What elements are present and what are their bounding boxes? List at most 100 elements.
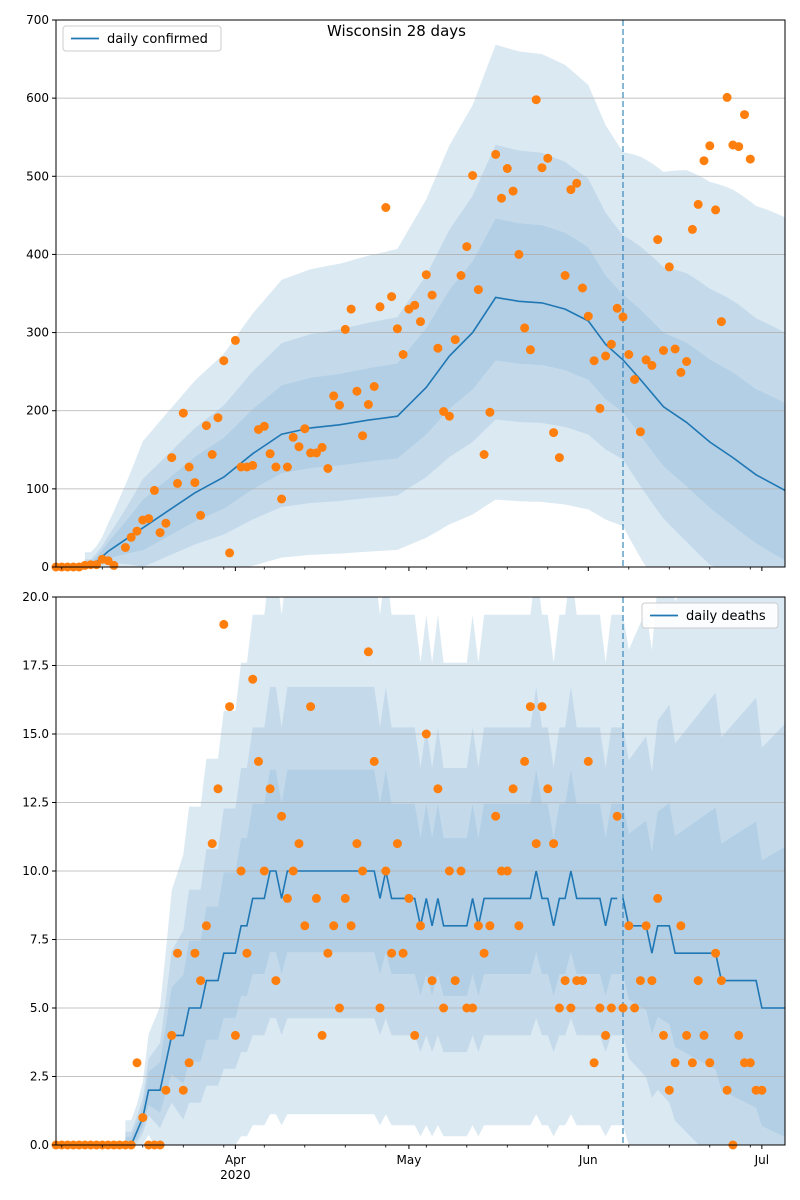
data-point bbox=[213, 413, 223, 423]
data-point bbox=[311, 893, 321, 903]
data-point bbox=[653, 893, 663, 903]
data-point bbox=[641, 355, 651, 365]
data-point bbox=[288, 432, 298, 442]
data-point bbox=[601, 351, 611, 361]
data-point bbox=[236, 866, 246, 876]
data-point bbox=[277, 811, 287, 821]
data-point bbox=[757, 1085, 767, 1095]
data-point bbox=[427, 976, 437, 986]
data-point bbox=[734, 1030, 744, 1040]
data-point bbox=[392, 324, 402, 334]
data-point bbox=[317, 442, 327, 452]
data-point bbox=[676, 921, 686, 931]
data-point bbox=[566, 1003, 576, 1013]
plot-area bbox=[56, 597, 785, 1145]
data-point bbox=[230, 335, 240, 345]
data-point bbox=[126, 532, 136, 542]
legend-box bbox=[62, 25, 222, 52]
data-point bbox=[433, 343, 443, 353]
data-point bbox=[242, 948, 252, 958]
data-point bbox=[525, 345, 535, 355]
data-point bbox=[225, 702, 235, 712]
data-point bbox=[462, 242, 472, 252]
data-point bbox=[491, 811, 501, 821]
data-point bbox=[647, 360, 657, 370]
data-point bbox=[520, 756, 530, 766]
data-point bbox=[178, 408, 188, 418]
data-point bbox=[421, 729, 431, 739]
data-point bbox=[329, 921, 339, 931]
data-point bbox=[219, 619, 229, 629]
y-tick-label: 10.0 bbox=[22, 864, 49, 878]
data-point bbox=[647, 976, 657, 986]
data-point bbox=[711, 948, 721, 958]
x-tick-label: Apr bbox=[225, 1153, 246, 1167]
data-point bbox=[612, 811, 622, 821]
data-point bbox=[427, 290, 437, 300]
data-point bbox=[711, 205, 721, 215]
data-point bbox=[358, 431, 368, 441]
y-tick-label: 5.0 bbox=[30, 1001, 49, 1015]
data-point bbox=[300, 424, 310, 434]
x-tick-label: Jun bbox=[578, 1153, 598, 1167]
data-point bbox=[282, 462, 292, 472]
data-point bbox=[716, 976, 726, 986]
data-point bbox=[167, 453, 177, 463]
y-tick-label: 600 bbox=[26, 91, 49, 105]
data-point bbox=[288, 866, 298, 876]
data-point bbox=[624, 921, 634, 931]
data-point bbox=[398, 350, 408, 359]
data-point bbox=[381, 866, 391, 876]
data-point bbox=[450, 976, 460, 986]
y-tick-label: 100 bbox=[26, 482, 49, 496]
data-point bbox=[196, 976, 206, 986]
data-point bbox=[410, 1030, 420, 1040]
data-point bbox=[300, 921, 310, 931]
data-point bbox=[404, 893, 414, 903]
data-point bbox=[589, 1058, 599, 1068]
data-point bbox=[277, 494, 287, 504]
data-point bbox=[583, 311, 593, 321]
y-tick-label: 7.5 bbox=[30, 933, 49, 947]
y-tick-label: 400 bbox=[26, 247, 49, 261]
data-point bbox=[630, 375, 640, 384]
data-point bbox=[184, 1058, 194, 1068]
data-point bbox=[716, 317, 726, 327]
data-point bbox=[670, 344, 680, 354]
data-point bbox=[369, 382, 379, 391]
data-point bbox=[653, 235, 663, 245]
data-point bbox=[392, 839, 402, 849]
data-point bbox=[271, 976, 281, 986]
data-point bbox=[687, 224, 697, 234]
data-point bbox=[340, 893, 350, 903]
y-tick-label: 300 bbox=[26, 326, 49, 340]
data-point bbox=[433, 784, 443, 794]
data-point bbox=[352, 386, 362, 396]
data-point bbox=[722, 92, 732, 102]
data-point bbox=[161, 1085, 171, 1095]
data-point bbox=[265, 784, 275, 794]
data-point bbox=[375, 1003, 385, 1013]
data-point bbox=[352, 839, 362, 849]
data-point bbox=[184, 462, 194, 472]
data-point bbox=[421, 270, 431, 280]
data-point bbox=[525, 702, 535, 712]
data-point bbox=[572, 178, 582, 188]
y-tick-label: 2.5 bbox=[30, 1070, 49, 1084]
data-point bbox=[578, 283, 587, 293]
data-point bbox=[138, 1113, 148, 1123]
data-point bbox=[155, 528, 165, 538]
y-tick-label: 17.5 bbox=[22, 659, 49, 673]
data-point bbox=[265, 449, 275, 459]
data-point bbox=[167, 1030, 177, 1040]
data-point bbox=[254, 756, 263, 766]
data-point bbox=[682, 1030, 692, 1040]
data-point bbox=[705, 1058, 715, 1068]
data-point bbox=[485, 407, 495, 417]
data-point bbox=[514, 921, 524, 931]
uncertainty-band bbox=[84, 218, 785, 567]
data-point bbox=[375, 302, 385, 312]
data-point bbox=[363, 400, 373, 409]
data-point bbox=[416, 317, 425, 327]
data-point bbox=[549, 428, 559, 438]
